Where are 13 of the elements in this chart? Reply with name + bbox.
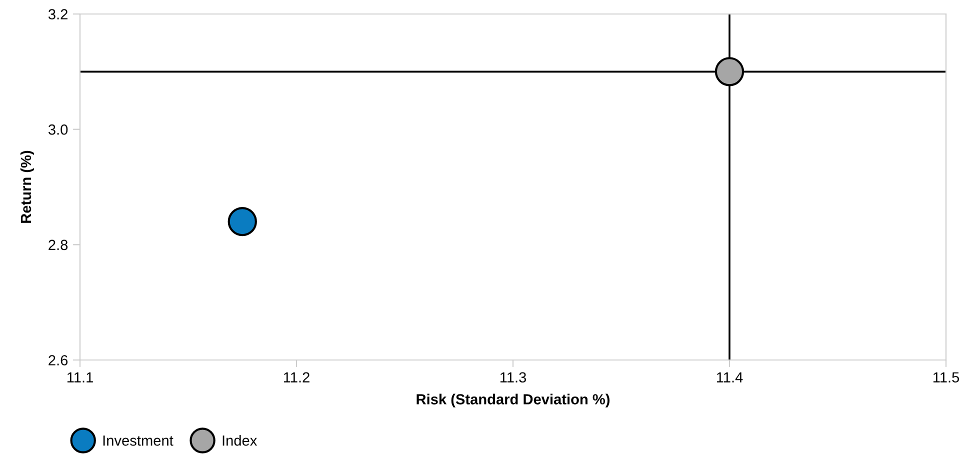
y-axis-title: Return (%) (20, 150, 34, 223)
x-axis-title: Risk (Standard Deviation %) (416, 394, 610, 408)
legend-label: Investment (103, 436, 174, 446)
y-tick-label: 2.6 (48, 355, 68, 366)
y-tick-label: 2.8 (48, 240, 68, 250)
x-tick-label: 11.5 (933, 372, 960, 383)
x-tick-label: 11.2 (284, 372, 310, 382)
x-tick-label: 11.3 (500, 372, 526, 383)
legend-label: Index (222, 435, 258, 446)
y-tick-label: 3.0 (48, 124, 68, 135)
y-tick-label: 3.2 (48, 9, 68, 20)
x-tick-label: 11.1 (67, 372, 93, 382)
x-tick-label: 11.4 (716, 372, 743, 382)
